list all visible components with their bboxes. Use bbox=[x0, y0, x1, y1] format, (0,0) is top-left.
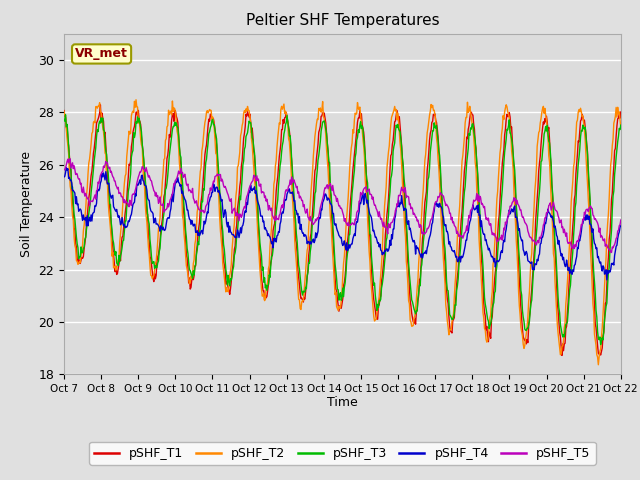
Y-axis label: Soil Temperature: Soil Temperature bbox=[20, 151, 33, 257]
Text: VR_met: VR_met bbox=[75, 48, 128, 60]
Legend: pSHF_T1, pSHF_T2, pSHF_T3, pSHF_T4, pSHF_T5: pSHF_T1, pSHF_T2, pSHF_T3, pSHF_T4, pSHF… bbox=[89, 442, 596, 465]
Title: Peltier SHF Temperatures: Peltier SHF Temperatures bbox=[246, 13, 439, 28]
X-axis label: Time: Time bbox=[327, 396, 358, 408]
